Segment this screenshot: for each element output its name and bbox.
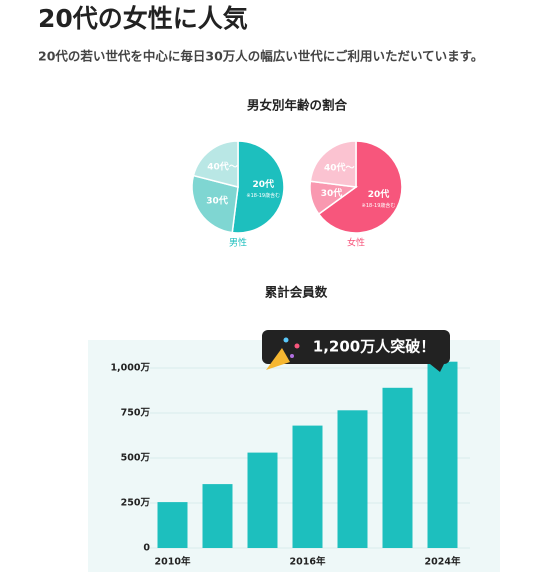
callout-tail: [430, 364, 444, 372]
pie-slice: [309, 140, 357, 188]
y-tick-label: 750万: [121, 408, 151, 419]
bar: [382, 387, 413, 548]
confetti: [283, 337, 289, 343]
bar-chart-title: 累計会員数: [265, 285, 328, 300]
slice-note: ※18-19歳含む: [362, 202, 396, 209]
slice-label: 40代〜: [324, 162, 355, 174]
page-subtitle: 20代の若い世代を中心に毎日30万人の幅広い世代にご利用いただいています。: [38, 49, 483, 64]
pie-slice: [231, 140, 285, 234]
confetti: [294, 343, 300, 349]
pie-slice: [192, 140, 239, 188]
x-tick-label: 2010年: [155, 556, 191, 568]
y-tick-label: 1,000万: [110, 363, 150, 374]
slice-label: 20代: [368, 188, 390, 200]
slice-label: 20代: [252, 178, 274, 190]
callout-text: 1,200万人突破！: [313, 338, 435, 356]
slice-label: 30代: [206, 195, 228, 207]
y-tick-label: 500万: [121, 453, 151, 464]
slice-label: 40代〜: [207, 161, 238, 173]
pie-slice: [317, 140, 403, 234]
pie-label: 女性: [347, 237, 365, 249]
confetti: [290, 354, 294, 358]
bar: [337, 410, 368, 548]
page-title: 20代の女性に人気: [38, 4, 248, 33]
x-tick-label: 2024年: [425, 556, 461, 568]
bar: [157, 502, 188, 548]
slice-label: 30代: [321, 187, 343, 199]
x-tick-label: 2016年: [290, 556, 326, 568]
callout-box: [262, 330, 450, 364]
pie-slice: [191, 174, 239, 234]
y-tick-label: 0: [143, 543, 150, 554]
bar: [292, 425, 323, 548]
bar: [202, 484, 233, 548]
bar: [247, 452, 278, 548]
bar: [427, 361, 458, 548]
party-popper-icon: [266, 348, 290, 370]
pie-label: 男性: [229, 237, 247, 249]
y-tick-label: 250万: [121, 498, 151, 509]
slice-note: ※18-19歳含む: [246, 192, 280, 199]
pie-section-title: 男女別年齢の割合: [247, 98, 348, 113]
